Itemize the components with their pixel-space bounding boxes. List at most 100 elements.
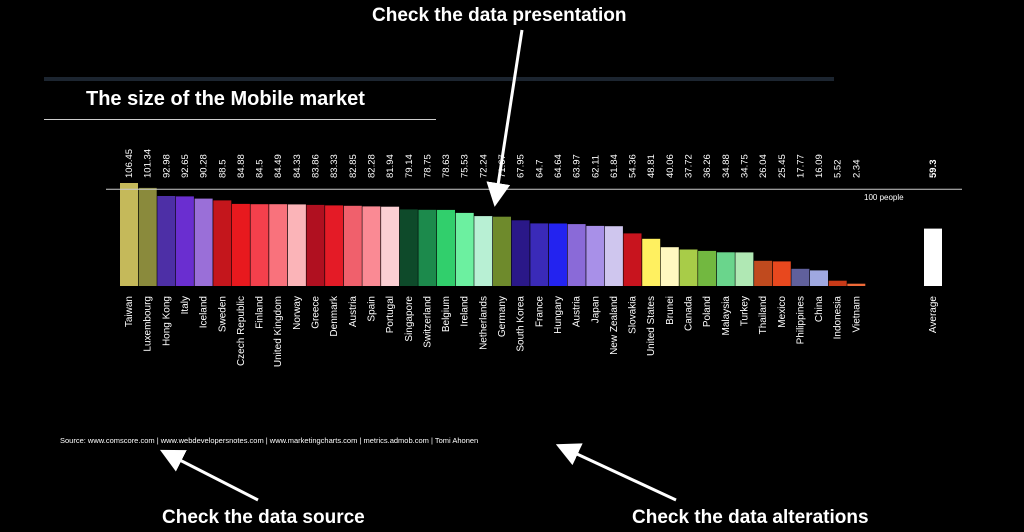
bar-thailand <box>754 260 773 286</box>
category-label-hungary: Hungary <box>553 296 564 334</box>
category-label-south-korea: South Korea <box>516 296 527 352</box>
category-label-switzerland: Switzerland <box>422 296 433 348</box>
bar-indonesia <box>828 280 847 286</box>
arrow-alterations <box>555 443 677 502</box>
value-label-mexico: 25.45 <box>777 154 788 178</box>
value-label-portugal: 81.94 <box>385 154 396 178</box>
value-label-austria: 63.97 <box>572 154 583 178</box>
bar-mexico <box>772 261 791 286</box>
bar-greece <box>306 204 325 286</box>
bar-belgium <box>437 209 455 286</box>
bar-united-kingdom <box>269 204 288 286</box>
category-label-average: Average <box>928 296 939 334</box>
category-label-greece: Greece <box>311 296 322 329</box>
value-label-italy: 92.65 <box>180 154 191 178</box>
bar-slovakia <box>623 233 642 286</box>
category-label-iceland: Iceland <box>199 296 210 328</box>
value-label-belgium: 78.63 <box>441 154 452 178</box>
callout-data-source: Check the data source <box>162 507 365 528</box>
category-label-japan: Japan <box>590 296 601 323</box>
value-label-united-kingdom: 84.49 <box>273 154 284 178</box>
bar-switzerland <box>418 209 437 286</box>
bar-iceland <box>194 198 213 286</box>
category-label-sweden: Sweden <box>217 296 228 332</box>
value-label-luxembourg: 101.34 <box>143 149 154 178</box>
value-label-brunei: 40.06 <box>665 154 676 178</box>
value-label-turkey: 34.75 <box>739 154 750 178</box>
value-label-indonesia: 5.52 <box>833 160 844 179</box>
value-label-spain: 82.28 <box>366 154 377 178</box>
bar-sweden <box>213 200 232 286</box>
bar-norway <box>287 204 306 286</box>
bar-czech-republic <box>231 203 250 286</box>
bar-poland <box>698 250 717 286</box>
bar-united-states <box>642 238 661 286</box>
bar-spain <box>362 206 381 286</box>
category-label-indonesia: Indonesia <box>833 296 844 340</box>
value-label-japan: 62.11 <box>590 155 601 178</box>
value-label-philippines: 17.77 <box>795 154 806 178</box>
bar-netherlands <box>474 216 493 286</box>
category-label-united-kingdom: United Kingdom <box>273 296 284 367</box>
value-label-ireland: 75.53 <box>460 154 471 178</box>
bar-taiwan <box>120 183 138 286</box>
value-label-slovakia: 54.36 <box>628 154 639 178</box>
category-labels-group: Taiwan Luxembourg Hong Kong Italy Iceland Swe… <box>124 295 939 367</box>
bar-finland <box>250 204 269 286</box>
category-label-netherlands: Netherlands <box>478 296 489 350</box>
title-underline <box>44 119 436 120</box>
bars-group <box>120 183 942 286</box>
bar-italy <box>175 196 194 286</box>
bar-portugal <box>381 206 400 286</box>
bar-china <box>810 270 828 286</box>
value-label-hong-kong: 92.98 <box>161 154 172 178</box>
bar-france <box>530 223 549 286</box>
bar-vietnam <box>847 283 866 286</box>
chart-title: The size of the Mobile market <box>86 88 365 110</box>
bar-hong-kong <box>157 196 176 286</box>
value-label-united-states: 48.81 <box>646 154 657 178</box>
category-label-poland: Poland <box>702 296 713 327</box>
category-label-canada: Canada <box>684 296 695 331</box>
category-label-new-zealand: New Zealand <box>609 296 620 355</box>
value-label-greece: 83.86 <box>311 154 322 178</box>
value-label-france: 64.7 <box>534 160 545 179</box>
category-label-taiwan: Taiwan <box>124 296 135 327</box>
category-label-mexico: Mexico <box>777 296 788 328</box>
bar-turkey <box>735 252 754 286</box>
value-label-thailand: 26.04 <box>758 154 769 178</box>
value-label-taiwan: 106.45 <box>124 149 135 178</box>
value-label-hungary: 64.64 <box>553 154 564 178</box>
value-label-china: 16.09 <box>814 154 825 178</box>
bar-ireland <box>455 212 474 286</box>
category-label-united-states: United States <box>646 296 657 356</box>
bar-japan <box>586 225 605 286</box>
value-label-germany: 71.67 <box>497 154 508 178</box>
value-label-vietnam: 2.34 <box>851 160 862 179</box>
category-label-austria: Austria <box>348 296 359 328</box>
value-label-average: 59.3 <box>928 160 939 179</box>
category-label-italy: Italy <box>180 296 191 314</box>
value-label-austria: 82.85 <box>348 154 359 178</box>
value-label-czech-republic: 84.88 <box>236 154 247 178</box>
category-label-brunei: Brunei <box>665 296 676 325</box>
value-label-sweden: 88.5 <box>217 160 228 179</box>
value-label-netherlands: 72.24 <box>478 154 489 178</box>
category-label-ireland: Ireland <box>460 296 471 327</box>
bar-germany <box>493 216 511 286</box>
value-label-singapore: 79.14 <box>404 154 415 178</box>
arrow-source <box>159 449 259 502</box>
bar-brunei <box>660 247 679 286</box>
bar-south-korea <box>511 220 530 286</box>
category-label-portugal: Portugal <box>385 296 396 333</box>
category-label-china: China <box>814 296 825 323</box>
category-label-belgium: Belgium <box>441 296 452 332</box>
bar-malaysia <box>716 252 735 286</box>
bar-philippines <box>791 268 810 286</box>
bar-denmark <box>325 205 344 286</box>
value-labels-group: 106.45 101.34 92.98 92.65 90.28 88.5 84.88 84.5… <box>124 149 939 178</box>
category-label-denmark: Denmark <box>329 295 340 337</box>
bar-singapore <box>399 209 418 286</box>
category-label-norway: Norway <box>292 296 303 330</box>
